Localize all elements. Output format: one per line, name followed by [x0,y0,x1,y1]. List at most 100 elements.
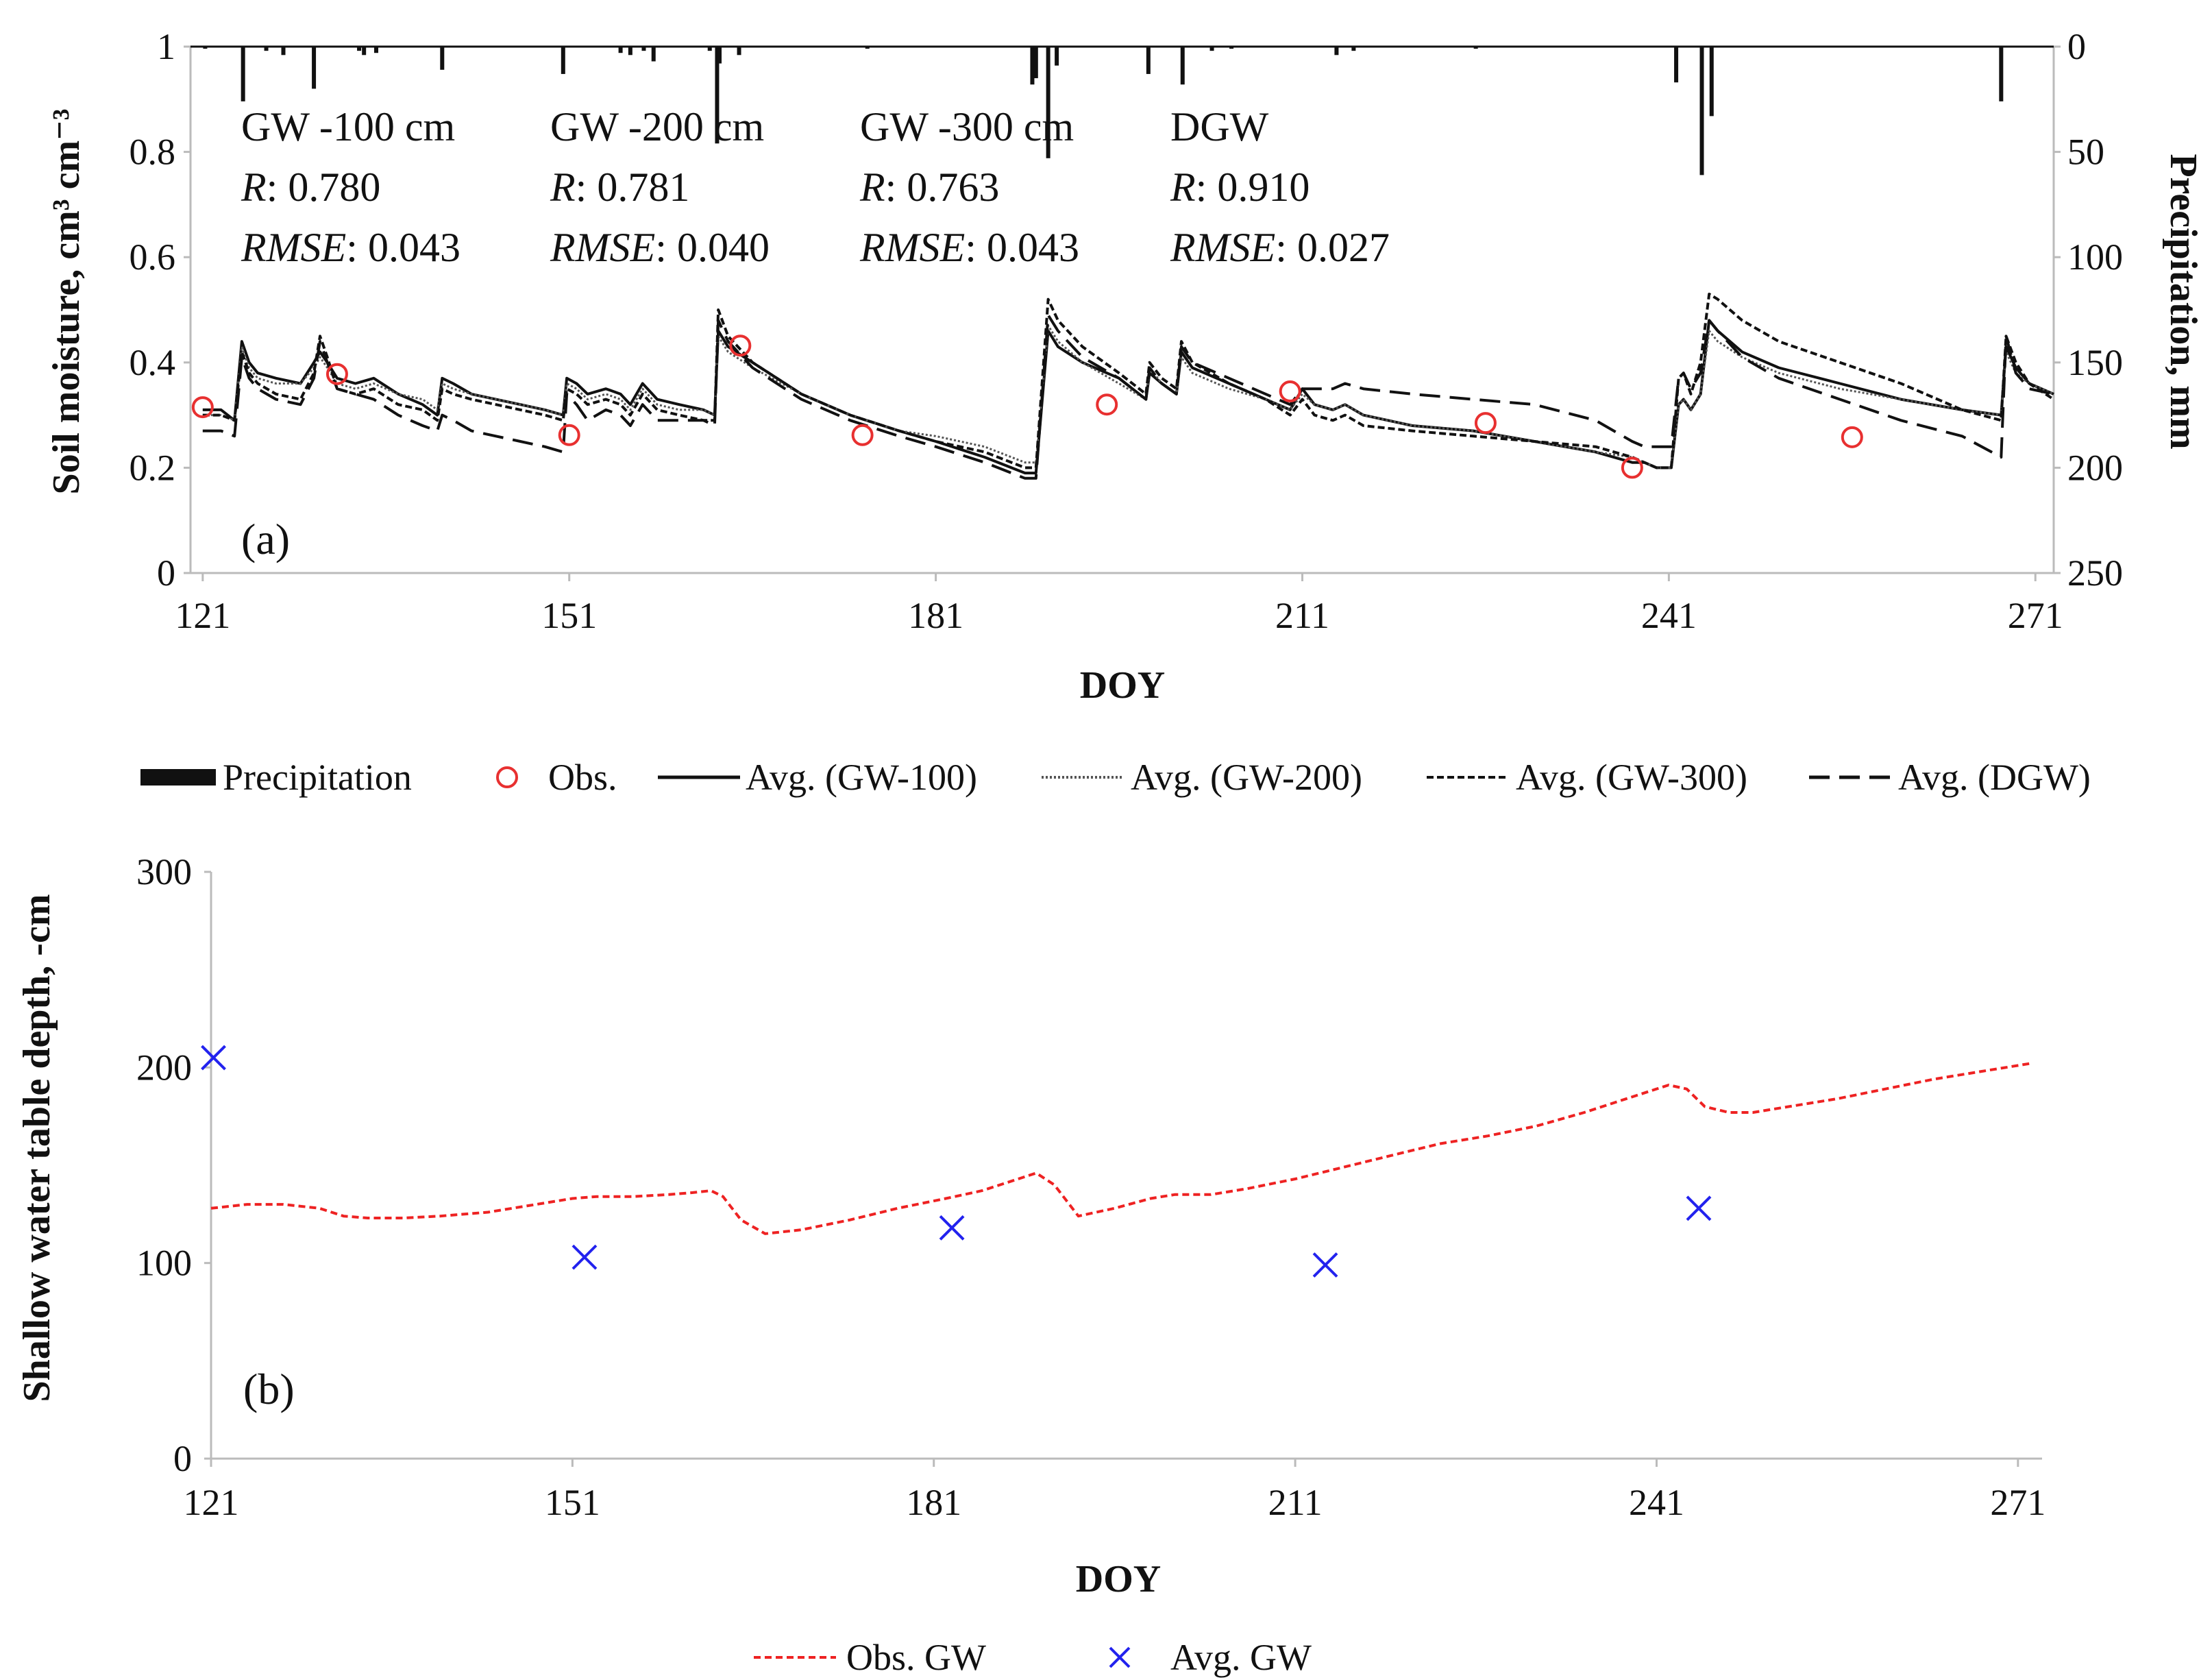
panel-a-y2-tick-label: 100 [2067,236,2123,278]
panel-a-y2-tick-label: 0 [2067,26,2086,67]
panel-b-legend: Obs. GW Avg. GW [754,1637,1312,1678]
observation-point [558,424,580,446]
stat-2-rmse: RMSE: 0.043 [859,225,1079,270]
panel-a-y-tick-label: 0.8 [130,132,176,173]
panel-b-x-tick-label: 181 [906,1482,961,1523]
panel-a-y-tick-label: 0.6 [130,236,176,278]
panel-a-x-axis-title: DOY [1080,664,1165,707]
panel-b-y-axis-title: Shallow water table depth, -cm [16,894,58,1402]
soil-moisture-lines [202,293,2055,480]
precipitation-bar [628,47,632,56]
legend-gw100-label: Avg. (GW-100) [746,757,977,798]
precipitation-bar [1699,47,1704,175]
precipitation-bar [651,47,656,62]
legend-item-precipitation: Precipitation [140,757,412,798]
panel-b-label: (b) [243,1365,295,1413]
stat-2-label: GW -300 cm [860,104,1074,149]
precipitation-bar [715,47,720,144]
stat-1-rmse: RMSE: 0.040 [550,225,770,270]
panel-b-y-tick-label: 300 [136,851,192,892]
stat-0-rmse: RMSE: 0.043 [241,225,460,270]
legend-avg-gw-label: Avg. GW [1170,1637,1312,1678]
precipitation-bar [707,47,712,51]
legend-dgw-label: Avg. (DGW) [1898,757,2091,798]
legend-obs-label: Obs. [548,757,617,798]
observation-point [851,424,874,446]
series-line-avg-dgw- [202,313,2054,480]
precipitation-bar [362,47,367,56]
panel-b-y-tick-label: 200 [136,1047,192,1088]
stat-1-r: R: 0.781 [550,165,689,210]
legend-item-gw200: Avg. (GW-200) [1042,757,1362,798]
panel-b-axes [204,871,2042,1467]
legend-item-gw100: Avg. (GW-100) [658,757,977,798]
panel-a-y2-axis-title: Precipitation, mm [2162,154,2204,449]
observation-point [1096,393,1118,416]
legend-item-obs: Obs. [496,757,617,798]
precipitation-bar [1055,47,1059,66]
panel-a-y-tick-label: 0.2 [130,447,176,488]
panel-a-y2-tick-label: 50 [2067,132,2104,173]
stat-0-label: GW -100 cm [241,104,455,149]
panel-b: 0 100 200 300 121 151 181 211 241 271 (b) DOY Sha… [16,851,2045,1600]
precipitation-bar [717,47,722,64]
precipitation-bar [1334,47,1339,56]
stat-3-r: R: 0.910 [1170,165,1310,210]
panel-a-y2-tick-label: 200 [2067,447,2123,488]
precipitation-bar [241,47,245,101]
panel-a-y-axis-title: Soil moisture, cm³ cm⁻³ [45,109,88,495]
observation-point [729,334,752,357]
panel-a-x-tick-label: 121 [175,595,230,636]
legend-obs-marker [496,766,518,788]
precipitation-bar [1046,47,1050,158]
precipitation-bar [865,47,870,49]
legend-item-avg-gw: Avg. GW [1109,1637,1312,1678]
legend-gw200-label: Avg. (GW-200) [1131,757,1362,798]
precipitation-bar [1146,47,1151,74]
observation-point [191,396,214,419]
observation-point [1279,380,1301,403]
panel-a-x-tick-label: 271 [2008,595,2063,636]
panel-a-y-tick-label: 1 [157,26,175,67]
series-line-avg-gw-300- [202,293,2055,470]
legend-item-dgw: Avg. (DGW) [1809,757,2091,798]
panel-b-x-tick-label: 211 [1268,1482,1323,1523]
precipitation-bar [1709,47,1714,117]
precipitation-bar [281,47,286,56]
precipitation-bar [357,47,362,51]
panel-b-x-tick-label: 241 [1629,1482,1684,1523]
avg-gw-marker [572,1244,598,1270]
stat-3-label: DGW [1170,104,1269,149]
legend-gw300-label: Avg. (GW-300) [1516,757,1747,798]
series-line-avg-gw-200- [202,324,2054,469]
precipitation-bar [1180,47,1185,85]
panel-a-label: (a) [241,515,290,563]
legend-item-obs-gw: Obs. GW [754,1637,986,1678]
precipitation-bar [1473,47,1478,49]
avg-gw-marker [939,1215,965,1241]
stat-0-r: R: 0.780 [241,165,380,210]
panel-b-x-axis-title: DOY [1076,1558,1161,1600]
stat-2-r: R: 0.763 [859,165,999,210]
avg-gw-marker [1686,1195,1712,1221]
panel-b-y-tick-label: 0 [173,1438,192,1479]
precipitation-bar [440,47,445,70]
observation-point [325,363,348,385]
precipitation-bar [264,47,269,51]
panel-a-axes [184,45,2061,581]
precipitation-bar [1351,47,1356,51]
observation-point [1474,412,1497,435]
observation-point [1841,426,1863,448]
precipitation-bar [203,47,208,49]
precipitation-bar [1033,47,1038,79]
panel-a-x-tick-label: 181 [908,595,963,636]
obs-gw-line [210,1062,2030,1235]
avg-gw-marker [1312,1252,1338,1278]
panel-a-y2-tick-label: 250 [2067,552,2123,594]
avg-gw-marker [201,1045,226,1071]
legend-avg-gw-marker [1109,1646,1131,1668]
water-table-lines [210,1062,2030,1235]
precipitation-bar [1999,47,2004,101]
panel-b-x-tick-label: 271 [1990,1482,2045,1523]
precipitation-bar [374,47,379,53]
